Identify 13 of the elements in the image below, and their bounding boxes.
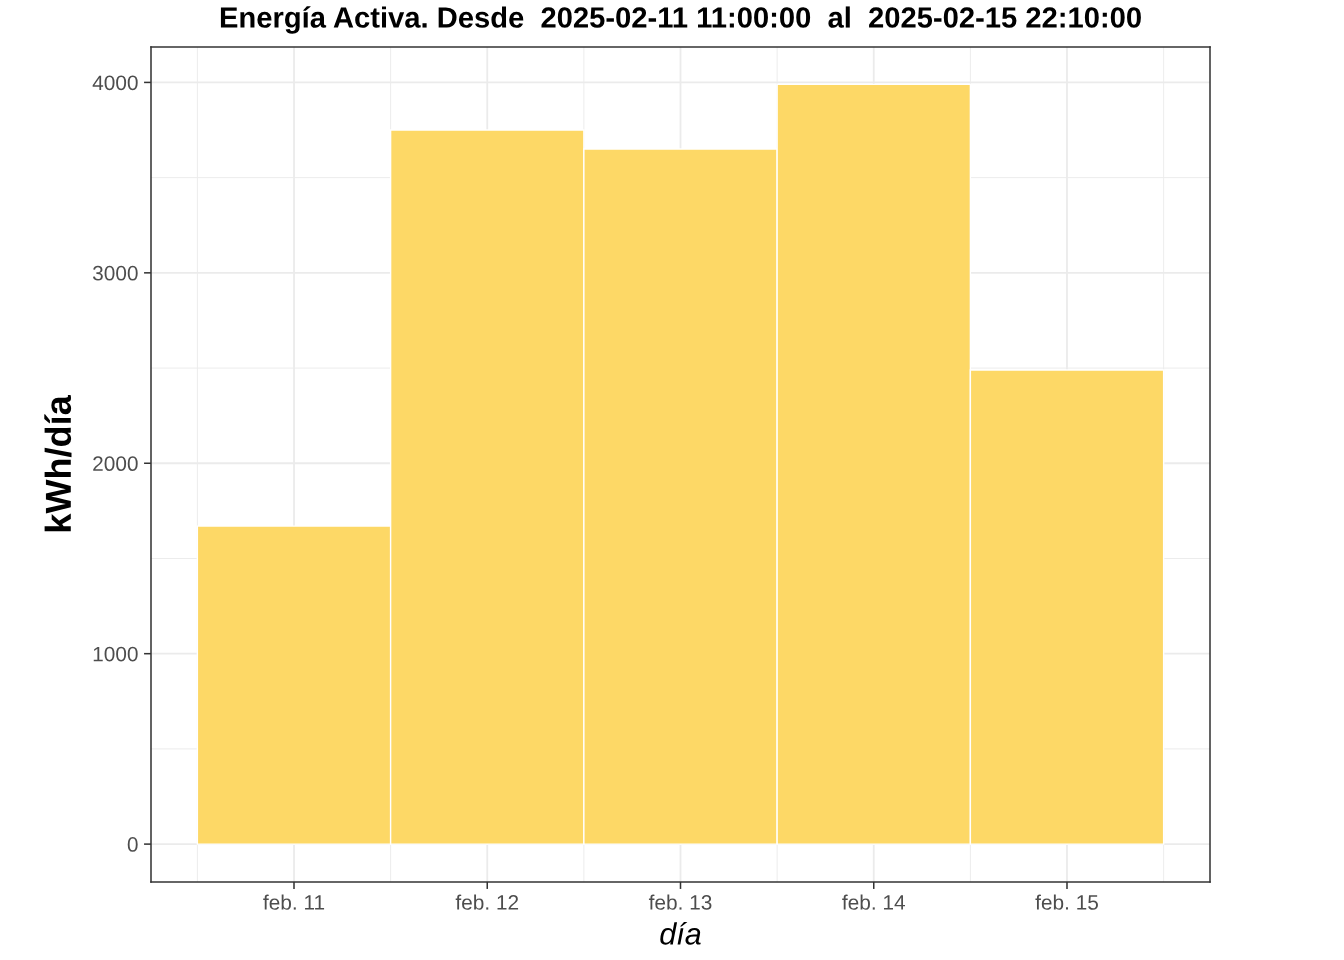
chart-title: Energía Activa. Desde 2025-02-11 11:00:00 al 2025-02-15 22:10:00 (220, 6, 1141, 34)
y-tick-label: 1000 (93, 646, 138, 662)
y-tick-label: 4000 (92, 75, 138, 91)
y-axis-title: kWh/día (44, 395, 72, 532)
y-tick-label: 3000 (92, 265, 138, 281)
x-tick-label: feb. 11 (263, 894, 325, 910)
x-axis-title: día (660, 921, 701, 945)
y-tick-label: 2000 (93, 456, 138, 472)
x-tick-label: feb. 12 (455, 894, 519, 910)
x-tick-label: feb. 15 (1035, 894, 1098, 910)
x-tick-label: feb. 13 (648, 894, 712, 910)
y-tick-label: 0 (127, 837, 138, 852)
x-tick-label: feb. 14 (842, 894, 905, 910)
